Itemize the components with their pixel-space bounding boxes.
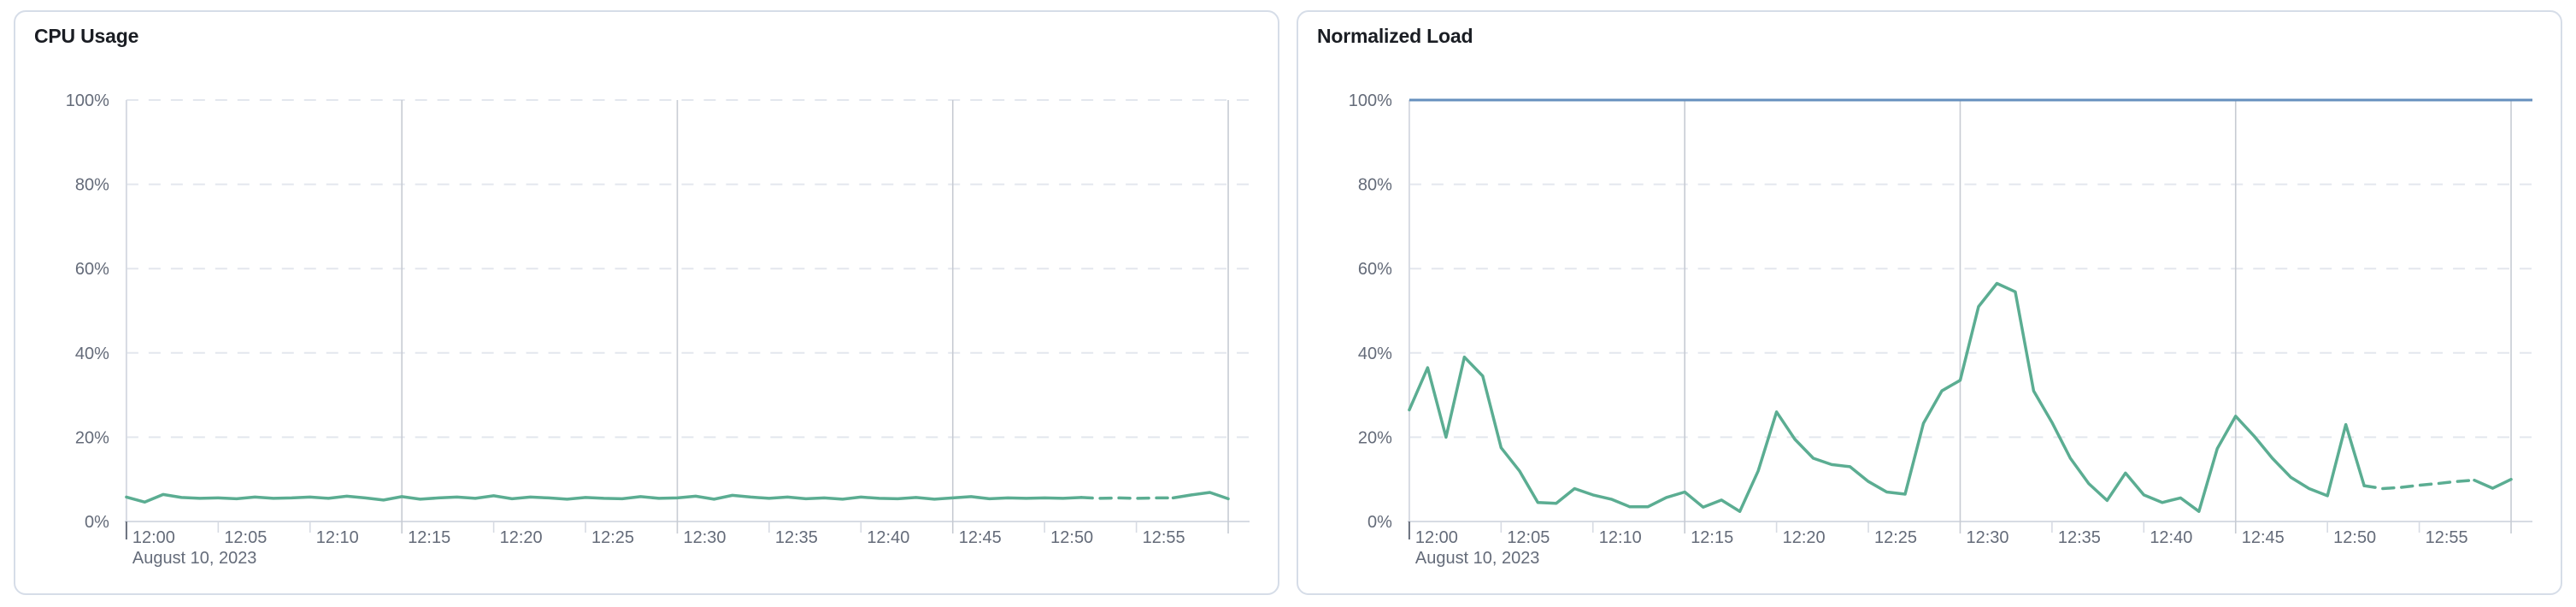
x-tick-label: 12:10	[316, 528, 359, 547]
x-tick-label: 12:15	[408, 528, 450, 547]
series-line-solid	[1171, 491, 1230, 501]
y-tick-label: 20%	[75, 428, 109, 447]
series-line-dashed	[2362, 478, 2476, 491]
normalized-load-chart[interactable]: 0% 20% 40% 60% 80% 100% 12:00 12:05 12:10 12:15 12…	[1298, 12, 2561, 593]
x-tick-label: 12:40	[867, 528, 909, 547]
x-tick-label: 12:20	[500, 528, 543, 547]
x-tick-label: 12:10	[1599, 528, 1642, 547]
x-tick-label: 12:30	[683, 528, 726, 547]
panel-title-normalized-load: Normalized Load	[1317, 25, 1473, 47]
y-tick-label: 80%	[1358, 176, 1392, 195]
x-axis-date-label: August 10, 2023	[1415, 549, 1540, 568]
x-tick-label: 12:00	[1415, 528, 1458, 547]
x-tick-label: 12:25	[591, 528, 634, 547]
x-tick-label: 12:05	[1507, 528, 1550, 547]
x-tick-label: 12:00	[132, 528, 175, 547]
series-line-solid	[2473, 477, 2513, 490]
x-tick-label: 12:20	[1783, 528, 1826, 547]
x-tick-label: 12:35	[2058, 528, 2101, 547]
y-tick-label: 100%	[1349, 91, 1392, 110]
normalized-load-panel: Normalized Load 0% 20% 40% 60% 80% 100% 12:00 1…	[1297, 10, 2562, 595]
y-tick-label: 0%	[1367, 513, 1392, 532]
series-line-solid	[125, 492, 1083, 504]
y-tick-label: 80%	[75, 176, 109, 195]
x-tick-label: 12:30	[1966, 528, 2008, 547]
x-tick-label: 12:45	[959, 528, 1002, 547]
x-tick-label: 12:40	[2150, 528, 2192, 547]
y-tick-label: 40%	[1358, 345, 1392, 363]
x-tick-label: 12:15	[1691, 528, 1733, 547]
series-line-solid	[1408, 281, 2366, 513]
x-tick-label: 12:05	[224, 528, 267, 547]
cpu-usage-chart[interactable]: 0% 20% 40% 60% 80% 100% 12:00 12:05 12:10 12:15 12…	[15, 12, 1278, 593]
y-tick-label: 40%	[75, 345, 109, 363]
x-tick-label: 12:50	[1050, 528, 1093, 547]
cpu-usage-panel: CPU Usage 0% 20% 40% 60% 80% 100% 12:00 12:05 12…	[14, 10, 1279, 595]
x-tick-label: 12:25	[1874, 528, 1917, 547]
x-tick-label: 12:45	[2242, 528, 2285, 547]
y-tick-label: 100%	[66, 91, 109, 110]
x-tick-label: 12:55	[2426, 528, 2468, 547]
x-tick-label: 12:50	[2333, 528, 2376, 547]
y-tick-label: 60%	[75, 260, 109, 279]
x-axis-date-label: August 10, 2023	[132, 549, 257, 568]
y-tick-label: 0%	[85, 513, 109, 532]
y-tick-label: 20%	[1358, 428, 1392, 447]
panel-title-cpu-usage: CPU Usage	[34, 25, 139, 47]
x-tick-label: 12:35	[775, 528, 818, 547]
x-tick-label: 12:55	[1143, 528, 1185, 547]
y-tick-label: 60%	[1358, 260, 1392, 279]
